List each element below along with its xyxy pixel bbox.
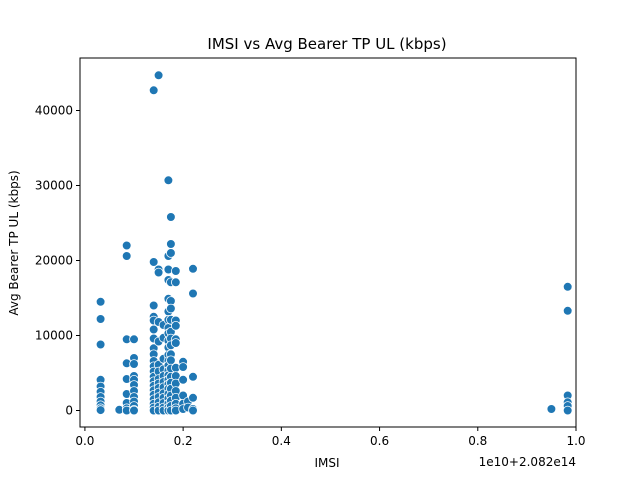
x-axis-ticks: 0.0 0.2 0.4 0.6 0.8 1.0 [75, 427, 586, 448]
y-tick-label: 10000 [35, 329, 73, 343]
data-point-152 [188, 405, 198, 416]
plot-area-frame [79, 57, 577, 428]
data-point-149 [188, 371, 198, 382]
data-point-34 [148, 257, 159, 267]
data-point-155 [562, 305, 573, 316]
x-tick-label: 0.0 [75, 434, 94, 448]
y-axis-label: Avg Bearer TP UL (kbps) [7, 170, 21, 315]
data-point-159 [562, 405, 573, 416]
x-tick-label: 0.6 [370, 434, 389, 448]
data-point-106 [166, 239, 176, 249]
data-point-2 [95, 339, 106, 350]
data-point-21 [129, 334, 139, 345]
y-tick-label: 20000 [35, 254, 73, 268]
x-axis-label: IMSI [314, 456, 339, 470]
data-point-130 [171, 338, 181, 348]
data-point-141 [178, 374, 188, 385]
data-point-35 [148, 300, 159, 311]
x-tick-label: 0.8 [468, 434, 487, 448]
data-point-154 [562, 281, 573, 292]
data-point-0 [95, 296, 106, 307]
data-point-153 [546, 404, 557, 414]
data-point-12 [121, 240, 132, 251]
x-tick-label: 0.2 [174, 434, 193, 448]
x-tick-label: 0.4 [272, 434, 291, 448]
data-points-layer [95, 70, 573, 416]
data-point-110 [166, 303, 176, 314]
data-point-33 [148, 85, 159, 96]
x-axis-offset-label: 1e10+2.082e14 [479, 455, 576, 469]
data-point-23 [129, 359, 139, 369]
data-point-1 [95, 314, 106, 324]
y-tick-label: 30000 [35, 179, 73, 193]
data-point-148 [188, 288, 198, 299]
data-point-105 [166, 212, 176, 222]
data-point-81 [163, 175, 174, 186]
y-tick-label: 40000 [35, 104, 73, 118]
y-tick-label: 0 [65, 404, 73, 418]
y-axis-ticks: 0 10000 20000 30000 40000 [35, 104, 80, 418]
data-point-150 [188, 392, 198, 403]
data-point-32 [129, 405, 139, 416]
data-point-107 [166, 248, 176, 258]
data-point-56 [153, 267, 164, 278]
chart-title: IMSI vs Avg Bearer TP UL (kbps) [207, 35, 446, 53]
data-point-126 [171, 277, 181, 288]
data-point-10 [95, 405, 106, 415]
data-point-13 [121, 251, 132, 261]
data-point-140 [178, 362, 188, 372]
data-point-128 [171, 320, 181, 331]
data-point-147 [188, 263, 198, 274]
x-tick-label: 1.0 [566, 434, 585, 448]
data-point-54 [153, 70, 164, 81]
data-point-125 [171, 266, 181, 276]
